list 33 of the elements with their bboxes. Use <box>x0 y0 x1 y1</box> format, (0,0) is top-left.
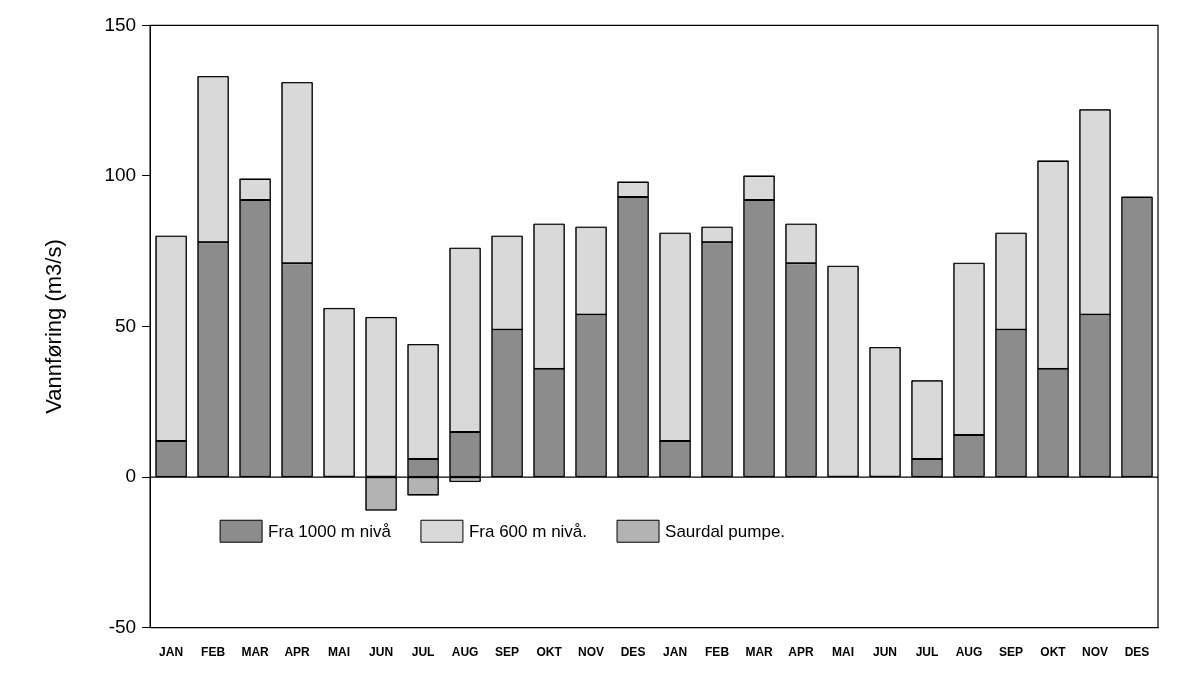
x-tick-label: SEP <box>999 645 1024 660</box>
legend-label: Fra 600 m nivå. <box>468 521 588 541</box>
x-tick-label: JAN <box>159 645 184 660</box>
x-tick-label: MAI <box>328 645 351 660</box>
y-tick-label: 100 <box>104 164 137 186</box>
x-tick-label: NOV <box>1082 645 1109 660</box>
x-tick-label: DES <box>1124 645 1150 660</box>
x-tick-label: OKT <box>536 645 563 660</box>
x-tick-label: JUL <box>411 645 435 660</box>
x-tick-label: SEP <box>495 645 520 660</box>
y-tick-label: 0 <box>125 465 137 487</box>
x-tick-label: APR <box>284 645 311 660</box>
x-tick-label: JUN <box>873 645 898 660</box>
y-tick-label: 150 <box>104 13 137 35</box>
x-tick-label: MAR <box>241 645 270 660</box>
legend-label: Saurdal pumpe. <box>665 521 786 541</box>
x-tick-label: JUN <box>369 645 394 660</box>
x-tick-label: FEB <box>705 645 730 660</box>
x-tick-label: DES <box>620 645 646 660</box>
x-tick-label: JUL <box>915 645 939 660</box>
x-tick-label: MAI <box>832 645 855 660</box>
y-tick-label: 50 <box>114 314 137 336</box>
x-tick-label: OKT <box>1040 645 1067 660</box>
x-tick-label: MAR <box>745 645 774 660</box>
x-tick-label: FEB <box>201 645 226 660</box>
y-axis-title: Vannføring (m3/s) <box>41 239 67 414</box>
x-tick-label: APR <box>788 645 815 660</box>
x-tick-label: NOV <box>578 645 605 660</box>
x-tick-label: AUG <box>451 645 479 660</box>
legend-label: Fra 1000 m nivå <box>268 521 392 541</box>
y-tick-label: -50 <box>108 615 137 637</box>
x-tick-label: JAN <box>663 645 688 660</box>
x-tick-label: AUG <box>955 645 983 660</box>
